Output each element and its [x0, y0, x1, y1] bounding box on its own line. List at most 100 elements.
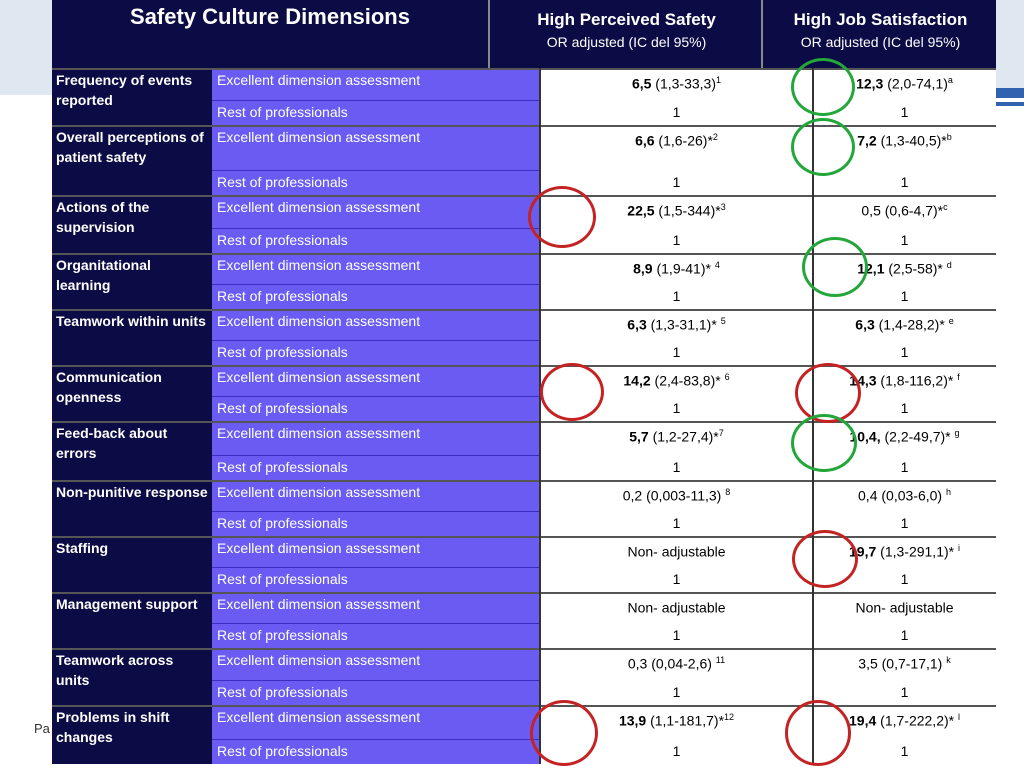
category-excellent: Excellent dimension assessment [217, 129, 421, 145]
or-footnote: 11 [715, 655, 726, 665]
dimension-name: Problems in shift changes [56, 709, 170, 745]
perceived-safety-or: 5,7 (1,2-27,4)*7 [540, 422, 813, 445]
or-interval: (1,2-27,4)* [648, 428, 719, 445]
category-divider [212, 567, 540, 568]
category-cell: Excellent dimension assessment Rest of p… [212, 253, 540, 309]
job-satisfaction-reference: 1 [900, 104, 909, 120]
or-value: 6,5 [631, 75, 652, 92]
category-rest: Rest of professionals [217, 400, 348, 416]
category-divider [212, 455, 540, 456]
category-rest: Rest of professionals [217, 288, 348, 304]
perceived-safety-cell: 8,9 (1,9-41)* 4 1 [540, 253, 813, 309]
or-value: 14,2 [623, 372, 651, 389]
header-col-job-satisfaction: High Job Satisfaction OR adjusted (IC de… [761, 0, 998, 68]
or-footnote: 1 [716, 75, 722, 85]
category-divider [212, 284, 540, 285]
column-divider [539, 536, 541, 592]
or-interval: (2,2-49,7)* [880, 428, 955, 445]
category-excellent: Excellent dimension assessment [217, 652, 421, 668]
job-satisfaction-reference: 1 [900, 400, 909, 416]
category-excellent: Excellent dimension assessment [217, 257, 421, 273]
or-interval: Non- adjustable [627, 599, 726, 616]
category-divider [212, 623, 540, 624]
perceived-safety-reference: 1 [672, 459, 681, 475]
or-value: 6,6 [635, 132, 655, 149]
or-interval: (1,3-291,1)* [876, 543, 958, 560]
or-footnote: l [957, 712, 960, 722]
or-value: 14,3 [849, 372, 877, 389]
job-satisfaction-reference: 1 [900, 571, 909, 587]
job-satisfaction-reference: 1 [900, 515, 909, 531]
header-col1-title: High Perceived Safety [537, 10, 716, 29]
dimension-label: Non-punitive response [52, 480, 212, 536]
table-row: Feed-back about errors Excellent dimensi… [52, 421, 996, 480]
perceived-safety-cell: 13,9 (1,1-181,7)*12 1 [540, 705, 813, 764]
job-satisfaction-cell: 3,5 (0,7-17,1) k 1 [813, 648, 996, 705]
or-footnote: k [946, 655, 951, 665]
or-interval: (1,8-116,2)* [876, 372, 958, 389]
or-interval: (1,3-40,5)* [876, 132, 947, 149]
dimension-label: Frequency of events reported [52, 68, 212, 125]
perceived-safety-reference: 1 [672, 344, 681, 360]
or-footnote: 3 [720, 202, 726, 212]
column-divider [812, 195, 814, 253]
job-satisfaction-cell: 10,4, (2,2-49,7)* g 1 [813, 421, 996, 480]
column-divider [539, 68, 541, 125]
category-excellent: Excellent dimension assessment [217, 709, 421, 725]
perceived-safety-or: Non- adjustable [540, 593, 813, 616]
column-divider [539, 592, 541, 648]
row-divider [52, 125, 996, 127]
category-excellent: Excellent dimension assessment [217, 369, 421, 385]
table-row: Staffing Excellent dimension assessment … [52, 536, 996, 592]
or-value: 5,7 [629, 428, 649, 445]
perceived-safety-reference: 1 [672, 627, 681, 643]
slide-left-band [0, 0, 52, 95]
dimension-label: Communication openness [52, 365, 212, 421]
or-footnote: i [957, 543, 960, 553]
dimension-name: Frequency of events reported [56, 72, 193, 108]
perceived-safety-or: 14,2 (2,4-83,8)* 6 [540, 366, 813, 389]
column-divider [539, 480, 541, 536]
job-satisfaction-reference: 1 [900, 684, 909, 700]
job-satisfaction-reference: 1 [900, 232, 909, 248]
category-rest: Rest of professionals [217, 627, 348, 643]
or-footnote: 8 [725, 487, 731, 497]
category-cell: Excellent dimension assessment Rest of p… [212, 125, 540, 195]
job-satisfaction-cell: 14,3 (1,8-116,2)* f 1 [813, 365, 996, 421]
or-footnote: 4 [714, 260, 720, 270]
table-row: Organitational learning Excellent dimens… [52, 253, 996, 309]
job-satisfaction-reference: 1 [900, 288, 909, 304]
or-interval: Non- adjustable [855, 599, 954, 616]
or-value: 12,3 [856, 75, 884, 92]
dimension-name: Overall perceptions of patient safety [56, 129, 204, 165]
or-footnote: 2 [712, 132, 718, 142]
or-footnote: h [945, 487, 951, 497]
category-divider [212, 396, 540, 397]
table-title: Safety Culture Dimensions [130, 4, 410, 29]
row-divider [52, 365, 996, 367]
perceived-safety-or: 8,9 (1,9-41)* 4 [540, 254, 813, 277]
or-value: 13,9 [618, 712, 647, 729]
column-divider [812, 253, 814, 309]
column-divider [539, 365, 541, 421]
row-divider [52, 705, 996, 707]
column-divider [812, 705, 814, 764]
job-satisfaction-reference: 1 [900, 459, 909, 475]
perceived-safety-cell: 0,3 (0,04-2,6) 11 1 [540, 648, 813, 705]
perceived-safety-cell: 6,6 (1,6-26)*2 1 [540, 125, 813, 195]
table-row: Management support Excellent dimension a… [52, 592, 996, 648]
table-row: Overall perceptions of patient safety Ex… [52, 125, 996, 195]
dimension-name: Non-punitive response [56, 484, 208, 500]
header-col-perceived-safety: High Perceived Safety OR adjusted (IC de… [488, 0, 763, 68]
or-footnote: e [948, 316, 954, 326]
job-satisfaction-cell: 7,2 (1,3-40,5)*b 1 [813, 125, 996, 195]
category-divider [212, 228, 540, 229]
row-divider [52, 592, 996, 594]
category-cell: Excellent dimension assessment Rest of p… [212, 365, 540, 421]
perceived-safety-reference: 1 [672, 684, 681, 700]
column-divider [539, 421, 541, 480]
job-satisfaction-reference: 1 [900, 344, 909, 360]
or-footnote: c [943, 202, 948, 212]
or-value: 19,4 [849, 712, 877, 729]
category-rest: Rest of professionals [217, 174, 348, 190]
